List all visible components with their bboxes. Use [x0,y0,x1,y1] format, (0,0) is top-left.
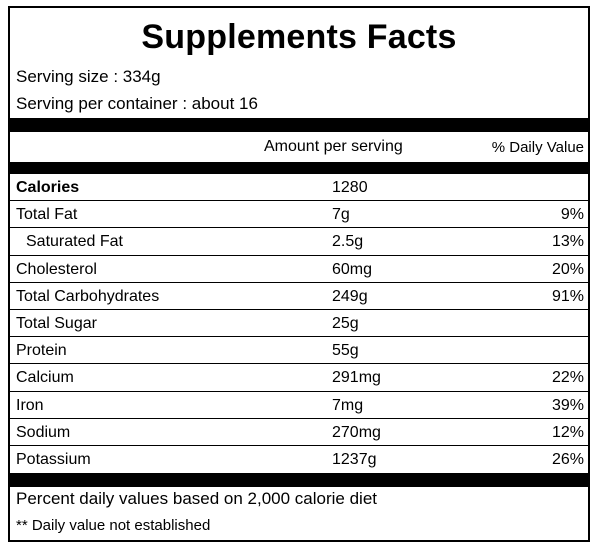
supplement-facts-label: Supplements Facts Serving size : 334g Se… [8,6,590,542]
nutrient-row-saturated-fat: Saturated Fat 2.5g 13% [10,228,588,256]
divider-thick-top [10,118,588,132]
nutrient-amount: 55g [332,342,359,360]
label-title: Supplements Facts [141,18,457,56]
nutrient-name: Protein [16,342,67,360]
nutrient-name: Cholesterol [16,260,97,278]
nutrient-daily-value: 91% [551,287,584,305]
nutrient-amount: 291mg [332,369,381,387]
nutrient-row-sodium: Sodium 270mg 12% [10,419,588,446]
nutrient-daily-value: 39% [551,396,584,414]
nutrient-amount: 60mg [332,260,373,278]
nutrient-name: Potassium [16,450,91,468]
nutrient-row-iron: Iron 7mg 39% [10,392,588,419]
nutrient-amount: 1280 [332,179,368,196]
nutrient-name: Sodium [16,423,71,441]
nutrient-table: Calories 1280 Total Fat 7g 9% Saturated … [10,174,588,473]
nutrient-row-calcium: Calcium 291mg 22% [10,364,588,392]
footer-not-established-note: ** Daily value not established [16,517,211,534]
nutrient-amount: 7mg [332,396,364,414]
nutrient-name: Total Sugar [16,314,97,332]
nutrient-row-total-carbohydrates: Total Carbohydrates 249g 91% [10,283,588,310]
footer-daily-values-note: Percent daily values based on 2,000 calo… [16,489,378,508]
divider-thick-header [10,162,588,174]
header-daily-value: % Daily Value [491,139,584,156]
nutrient-name: Total Carbohydrates [16,287,160,305]
serving-per-container: Serving per container : about 16 [16,94,258,113]
nutrient-amount: 2.5g [332,233,364,251]
nutrient-name: Saturated Fat [26,233,123,251]
nutrient-amount: 25g [332,314,359,332]
nutrient-name: Iron [16,396,44,414]
nutrient-daily-value: 22% [551,369,584,387]
nutrient-amount: 7g [332,206,350,224]
nutrient-row-potassium: Potassium 1237g 26% [10,446,588,473]
nutrient-row-calories: Calories 1280 [10,174,588,202]
nutrient-row-cholesterol: Cholesterol 60mg 20% [10,256,588,283]
nutrient-daily-value: 12% [551,423,584,441]
divider-thick-bottom [10,473,588,487]
header-amount-per-serving: Amount per serving [264,138,403,155]
nutrient-daily-value: 9% [560,206,584,224]
nutrient-row-protein: Protein 55g [10,337,588,365]
nutrient-amount: 249g [332,287,368,305]
nutrient-daily-value: 20% [551,260,584,278]
nutrient-row-total-fat: Total Fat 7g 9% [10,201,588,229]
nutrient-amount: 270mg [332,423,381,441]
nutrient-name: Total Fat [16,206,78,224]
nutrient-name: Calcium [16,369,74,387]
nutrient-daily-value: 26% [551,450,584,468]
nutrient-amount: 1237g [332,450,377,468]
nutrient-row-total-sugar: Total Sugar 25g [10,310,588,338]
nutrient-daily-value: 13% [551,233,584,251]
nutrient-name: Calories [16,179,80,196]
serving-size: Serving size : 334g [16,67,161,86]
